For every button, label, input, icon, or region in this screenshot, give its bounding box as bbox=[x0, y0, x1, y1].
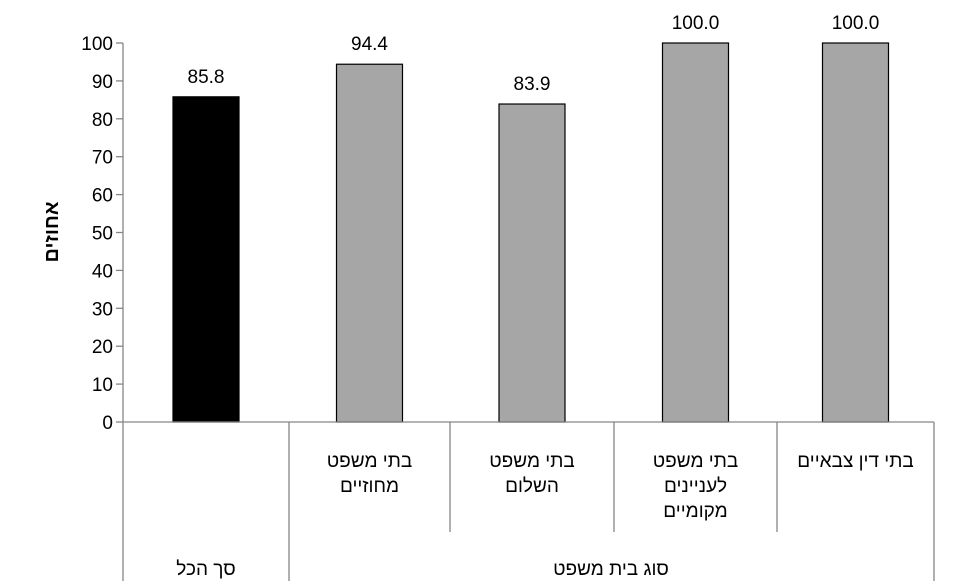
category-label: מקומיים bbox=[663, 501, 727, 522]
y-tick-label: 10 bbox=[92, 375, 113, 396]
bar-total bbox=[172, 96, 240, 423]
bars bbox=[172, 42, 890, 423]
data-labels: 85.8 94.4 83.9 100.0 100.0 bbox=[188, 13, 880, 95]
y-axis-ticks: 0 10 20 30 40 50 60 70 80 90 100 bbox=[81, 34, 124, 434]
data-label: 85.8 bbox=[188, 67, 225, 88]
category-label: השלום bbox=[505, 476, 559, 497]
bar bbox=[661, 42, 730, 423]
category-label: בתי דין צבאיים bbox=[797, 451, 913, 472]
y-tick-label: 100 bbox=[81, 34, 113, 55]
category-table: בתי משפט מחוזיים בתי משפט השלום בתי משפט לעני… bbox=[122, 421, 935, 581]
category-label: בתי משפט bbox=[489, 451, 574, 472]
y-tick-label: 20 bbox=[92, 337, 113, 358]
y-axis-title: אחוזים bbox=[41, 201, 63, 262]
y-tick-label: 80 bbox=[92, 110, 113, 131]
category-label: בתי משפט bbox=[327, 451, 412, 472]
y-tick-label: 0 bbox=[102, 413, 113, 434]
category-label: בתי משפט bbox=[653, 451, 738, 472]
y-tick-label: 40 bbox=[92, 261, 113, 282]
bar bbox=[335, 63, 404, 423]
bar bbox=[821, 42, 890, 423]
group-label-court-type: סוג בית משפט bbox=[553, 559, 669, 580]
data-label: 100.0 bbox=[672, 13, 720, 34]
data-label: 100.0 bbox=[832, 13, 880, 34]
data-label: 83.9 bbox=[514, 74, 551, 95]
y-tick-label: 50 bbox=[92, 224, 113, 245]
group-label-total: סך הכל bbox=[176, 559, 235, 580]
data-label: 94.4 bbox=[351, 34, 388, 55]
bar bbox=[498, 103, 566, 423]
y-tick-label: 30 bbox=[92, 299, 113, 320]
y-tick-label: 60 bbox=[92, 186, 113, 207]
y-tick-label: 90 bbox=[92, 72, 113, 93]
category-label: לעניינים bbox=[664, 476, 727, 497]
category-label: מחוזיים bbox=[340, 476, 399, 497]
y-tick-label: 70 bbox=[92, 148, 113, 169]
